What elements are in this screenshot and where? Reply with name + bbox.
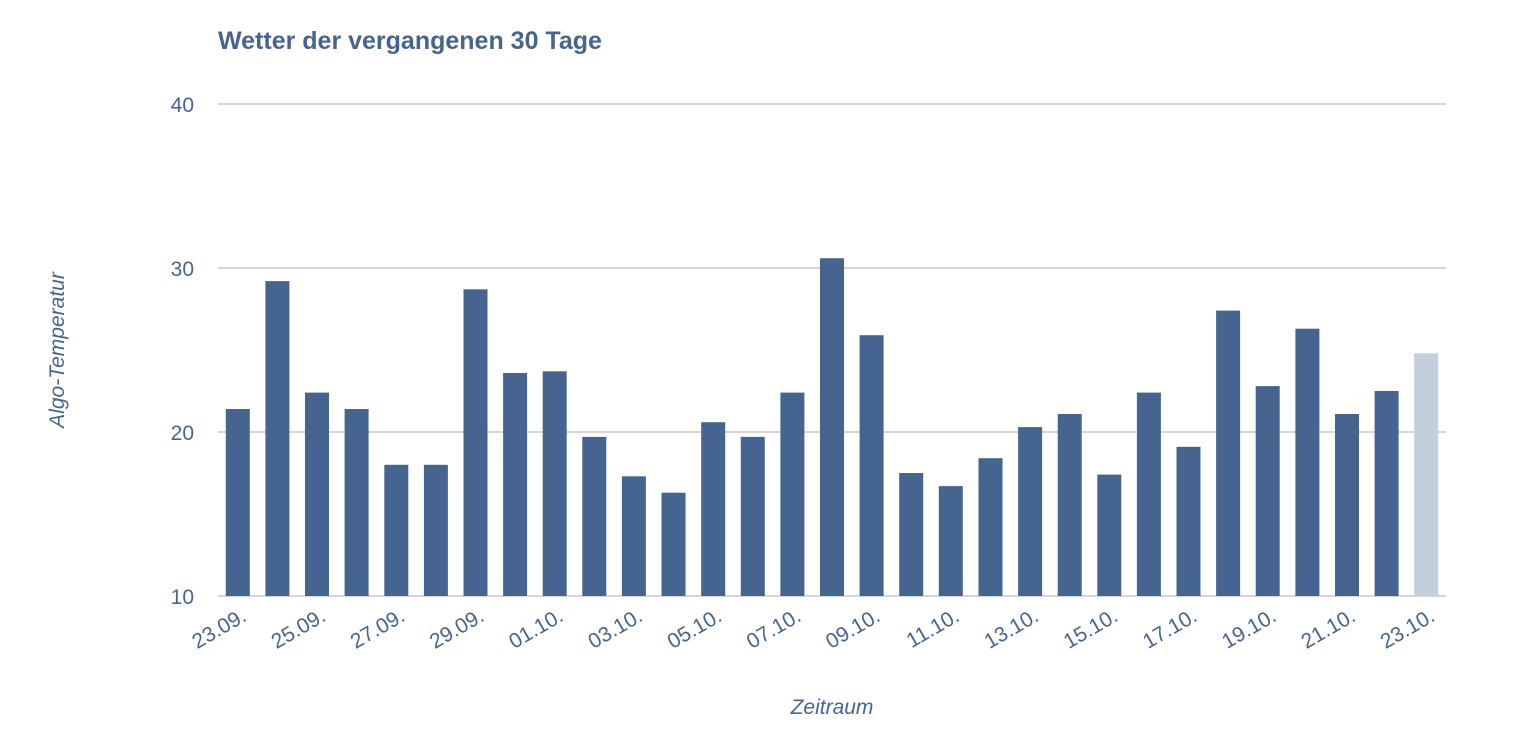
x-tick-label: 17.10. — [1139, 604, 1201, 653]
x-tick-label: 21.10. — [1297, 604, 1359, 653]
bar-01.10.[interactable] — [542, 371, 567, 596]
x-tick-label: 15.10. — [1060, 604, 1122, 653]
x-tick-label: 29.09. — [426, 604, 488, 653]
bar-29.09.[interactable] — [463, 289, 488, 596]
bar-09.10.[interactable] — [859, 335, 884, 596]
bar-13.10.[interactable] — [1018, 427, 1043, 596]
bar-17.10.[interactable] — [1176, 446, 1201, 596]
bar-06.10.[interactable] — [740, 436, 765, 596]
x-tick-label: 05.10. — [664, 604, 726, 653]
bar-07.10.[interactable] — [780, 392, 805, 596]
bar-11.10.[interactable] — [938, 486, 963, 596]
bar-15.10.[interactable] — [1097, 474, 1122, 596]
x-axis-ticks: 23.09. 25.09. 27.09. 29.09. 01.10. 03.10. 05.1… — [188, 604, 1438, 653]
x-axis-label: Zeitraum — [790, 696, 874, 719]
x-tick-label: 23.10. — [1377, 604, 1439, 653]
x-tick-label: 03.10. — [584, 604, 646, 653]
y-tick-label: 20 — [171, 422, 194, 445]
bar-14.10.[interactable] — [1057, 414, 1082, 596]
y-tick-label: 40 — [171, 94, 194, 117]
bar-21.10.[interactable] — [1335, 414, 1359, 596]
bar-16.10.[interactable] — [1136, 392, 1161, 596]
y-tick-label: 30 — [171, 258, 194, 281]
bar-23.10.[interactable] — [1414, 353, 1439, 596]
bar-30.09.[interactable] — [503, 373, 528, 596]
x-tick-label: 07.10. — [743, 604, 805, 653]
bar-18.10.[interactable] — [1216, 310, 1241, 596]
x-tick-label: 13.10. — [980, 604, 1042, 653]
bar-08.10.[interactable] — [820, 258, 844, 596]
x-tick-label: 11.10. — [903, 604, 964, 652]
bar-27.09.[interactable] — [384, 464, 409, 596]
bar-28.09.[interactable] — [423, 464, 448, 596]
bar-19.10.[interactable] — [1255, 386, 1280, 596]
bar-24.09.[interactable] — [265, 281, 290, 596]
x-tick-label: 23.09. — [188, 604, 250, 653]
bar-26.09.[interactable] — [344, 409, 369, 596]
x-tick-label: 27.09. — [347, 604, 409, 653]
bar-20.10.[interactable] — [1295, 328, 1320, 596]
bar-25.09.[interactable] — [305, 392, 329, 596]
bar-12.10.[interactable] — [978, 458, 1003, 596]
chart-title: Wetter der vergangenen 30 Tage — [218, 27, 602, 55]
y-axis-ticks: 10 20 30 40 — [171, 94, 194, 609]
bar-02.10.[interactable] — [582, 436, 607, 596]
y-tick-label: 10 — [171, 586, 194, 609]
bar-23.09.[interactable] — [225, 409, 250, 596]
y-axis-label: Algo-Temperatur — [46, 271, 69, 430]
bar-22.10.[interactable] — [1374, 391, 1399, 596]
bar-04.10.[interactable] — [661, 492, 686, 596]
x-tick-label: 25.09. — [267, 604, 329, 653]
bar-05.10.[interactable] — [701, 422, 726, 596]
x-tick-label: 19.10. — [1218, 604, 1280, 653]
bar-layer — [225, 258, 1439, 596]
x-tick-label: 01.10. — [505, 604, 567, 653]
bar-03.10.[interactable] — [621, 476, 646, 596]
bar-10.10.[interactable] — [899, 473, 924, 596]
x-tick-label: 09.10. — [822, 604, 884, 653]
